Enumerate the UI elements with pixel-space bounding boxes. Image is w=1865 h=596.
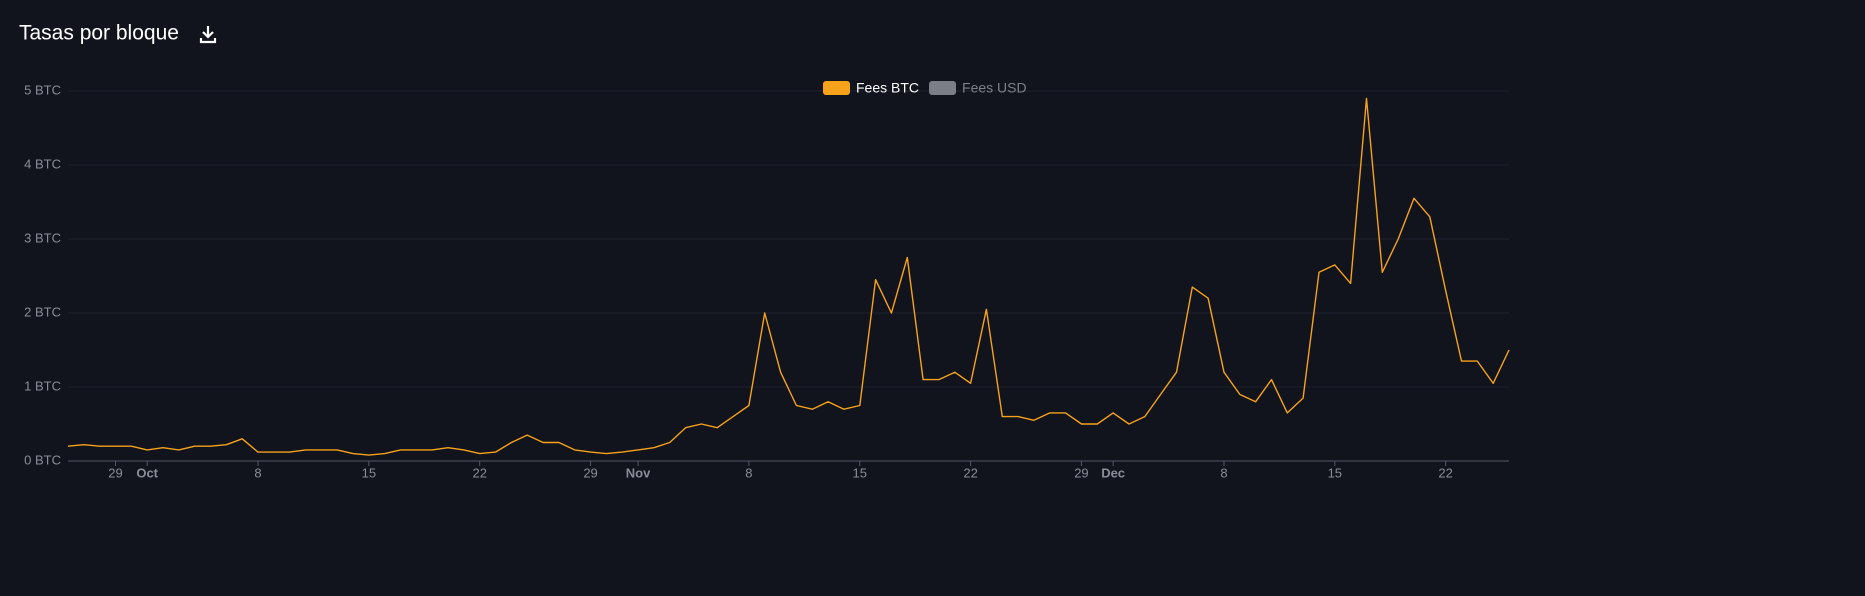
x-tick-label: 8 <box>254 465 261 480</box>
x-tick-label: 22 <box>472 465 486 480</box>
x-tick-label: 29 <box>583 465 597 480</box>
x-tick-label: 15 <box>362 465 376 480</box>
legend-label: Fees BTC <box>856 80 919 96</box>
y-tick-label: 1 BTC <box>24 378 61 393</box>
y-tick-label: 0 BTC <box>24 452 61 467</box>
legend-swatch <box>823 81 850 95</box>
legend-label: Fees USD <box>962 80 1027 96</box>
x-tick-label: 15 <box>1328 465 1342 480</box>
y-tick-label: 4 BTC <box>24 156 61 171</box>
x-tick-label: 15 <box>853 465 867 480</box>
x-tick-label: 8 <box>745 465 752 480</box>
legend-swatch <box>929 81 957 95</box>
chart-title: Tasas por bloque <box>19 22 179 45</box>
x-tick-label: 29 <box>1074 465 1088 480</box>
line <box>67 97 1510 456</box>
x-tick-label: Nov <box>626 465 651 480</box>
x-tick-label: 8 <box>1220 465 1227 480</box>
x-tick-label: Dec <box>1101 465 1125 480</box>
y-tick-label: 3 BTC <box>24 230 61 245</box>
y-tick-label: 5 BTC <box>24 82 61 97</box>
download-icon[interactable] <box>199 26 217 44</box>
x-tick-label: Oct <box>136 465 158 480</box>
x-tick-label: 22 <box>1438 465 1452 480</box>
y-tick-label: 2 BTC <box>24 304 61 319</box>
x-tick-label: 29 <box>108 465 122 480</box>
x-tick-label: 22 <box>963 465 977 480</box>
